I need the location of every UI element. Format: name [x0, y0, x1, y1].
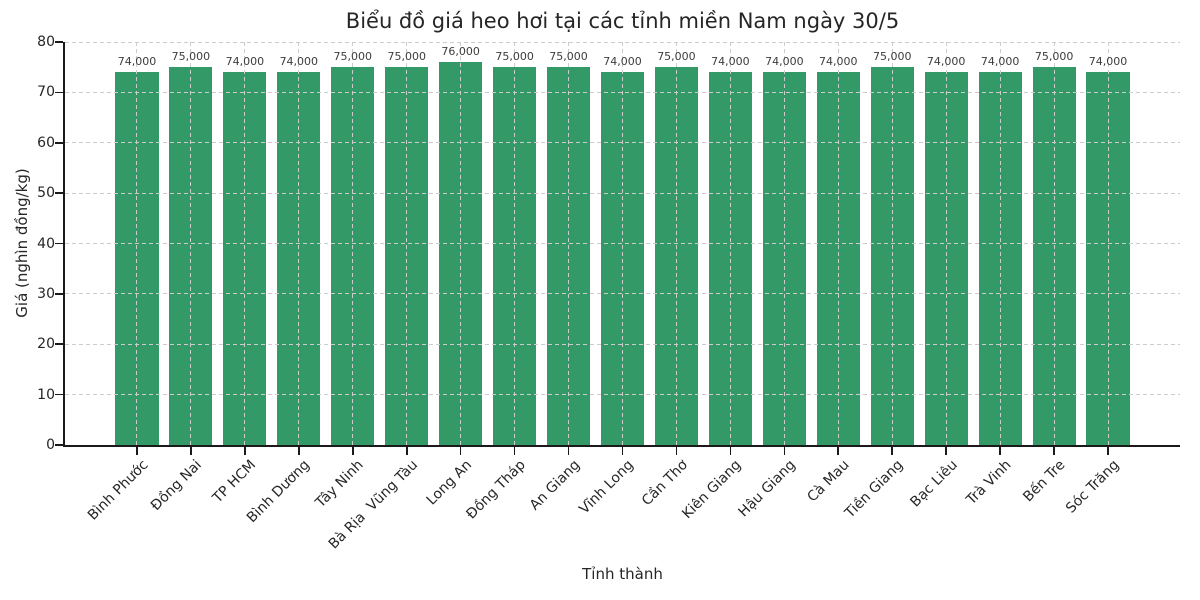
x-tick-label: Tây Ninh: [313, 457, 368, 511]
x-tick-mark: [459, 446, 462, 455]
x-gridline: [136, 42, 138, 445]
y-tick-label: 30: [37, 285, 55, 302]
y-tick-label: 20: [37, 336, 55, 353]
x-gridline: [1053, 42, 1055, 445]
y-tick-mark: [55, 41, 64, 43]
x-tick-mark: [621, 446, 624, 455]
x-axis-label: Tỉnh thành: [582, 565, 663, 583]
bar-value-label: 75,000: [387, 50, 426, 64]
y-tick-mark: [55, 343, 64, 346]
x-gridline: [514, 42, 516, 445]
y-axis-line: [63, 42, 65, 447]
x-tick-mark: [729, 446, 732, 455]
x-tick-label: Bạc Liêu: [907, 457, 961, 511]
x-tick-mark: [405, 446, 408, 455]
y-tick-mark: [55, 293, 64, 295]
x-gridline: [622, 42, 623, 445]
bar-value-label: 74,000: [711, 55, 750, 69]
y-tick-mark: [55, 91, 64, 94]
x-gridline: [945, 42, 947, 445]
x-tick-mark: [351, 446, 354, 455]
x-tick-mark: [136, 446, 138, 455]
y-tick-label: 60: [37, 134, 55, 151]
y-tick-mark: [55, 444, 64, 446]
bar-value-label: 74,000: [279, 55, 319, 69]
x-axis-line: [63, 445, 1180, 447]
x-tick-mark: [675, 446, 678, 455]
x-tick-label: Long An: [423, 457, 475, 509]
x-tick-mark: [999, 446, 1001, 455]
bar-value-label: 75,000: [495, 50, 534, 64]
x-gridline: [298, 42, 300, 445]
x-gridline: [460, 42, 462, 445]
bar-value-label: 76,000: [441, 45, 480, 59]
x-tick-label: Trà Vinh: [963, 457, 1015, 509]
chart-title: Biểu đồ giá heo hơi tại các tỉnh miền Na…: [345, 9, 900, 33]
x-gridline: [999, 42, 1001, 445]
bar-value-label: 74,000: [980, 55, 1020, 69]
bar-value-label: 74,000: [765, 55, 804, 69]
x-tick-mark: [513, 446, 516, 455]
bar-value-label: 74,000: [926, 55, 966, 69]
x-tick-label: Sóc Trăng: [1062, 457, 1123, 517]
x-tick-label: Đồng Nai: [148, 457, 206, 514]
y-tick-label: 70: [37, 84, 55, 101]
x-gridline: [729, 42, 731, 445]
bar-value-label: 74,000: [603, 55, 642, 69]
x-tick-mark: [783, 446, 786, 455]
x-gridline: [675, 42, 677, 445]
x-gridline: [190, 42, 192, 445]
x-tick-mark: [837, 446, 840, 455]
y-tick-label: 10: [37, 386, 55, 403]
y-tick-label: 80: [37, 34, 55, 50]
bar-value-label: 75,000: [872, 50, 912, 64]
x-tick-label: An Giang: [526, 457, 583, 514]
x-tick-label: TP HCM: [209, 457, 260, 507]
x-gridline: [891, 42, 893, 445]
bar-value-label: 75,000: [657, 50, 696, 64]
bar-value-label: 74,000: [819, 55, 858, 69]
x-gridline: [244, 42, 246, 445]
x-tick-mark: [891, 446, 894, 455]
bar-value-label: 75,000: [549, 50, 588, 64]
y-tick-mark: [55, 242, 64, 245]
x-gridline: [1107, 42, 1109, 445]
bar-value-label: 74,000: [117, 55, 157, 69]
y-tick-mark: [55, 192, 64, 194]
y-tick-mark: [55, 393, 64, 396]
y-tick-label: 0: [46, 437, 55, 453]
bar-value-label: 74,000: [225, 55, 265, 69]
bar-value-label: 75,000: [1034, 50, 1074, 64]
x-tick-label: Bình Phước: [84, 457, 152, 524]
y-tick-mark: [55, 141, 64, 144]
x-tick-mark: [190, 446, 192, 455]
x-tick-label: Bến Tre: [1020, 457, 1069, 506]
x-gridline: [568, 42, 570, 445]
x-gridline: [783, 42, 785, 445]
x-tick-label: Hậu Giang: [735, 457, 799, 521]
x-gridline: [837, 42, 839, 445]
y-tick-label: 40: [37, 235, 55, 252]
y-tick-label: 50: [37, 185, 55, 202]
x-tick-mark: [567, 446, 570, 455]
x-gridline: [352, 42, 354, 445]
x-tick-label: Vĩnh Long: [576, 457, 637, 518]
x-tick-mark: [244, 446, 246, 455]
bar-value-label: 75,000: [333, 50, 373, 64]
bar-value-label: 75,000: [171, 50, 211, 64]
x-tick-label: Cà Mau: [804, 457, 853, 506]
x-tick-mark: [298, 446, 300, 455]
x-tick-mark: [1053, 446, 1055, 455]
x-tick-mark: [1107, 446, 1109, 455]
x-tick-mark: [945, 446, 947, 455]
x-gridline: [406, 42, 408, 445]
bar-value-label: 74,000: [1088, 55, 1128, 69]
x-tick-label: Cần Thơ: [638, 457, 691, 510]
plot-area: 74,000 75,000 74,000 74,000 75,000 75,000 76,0…: [55, 41, 1180, 455]
